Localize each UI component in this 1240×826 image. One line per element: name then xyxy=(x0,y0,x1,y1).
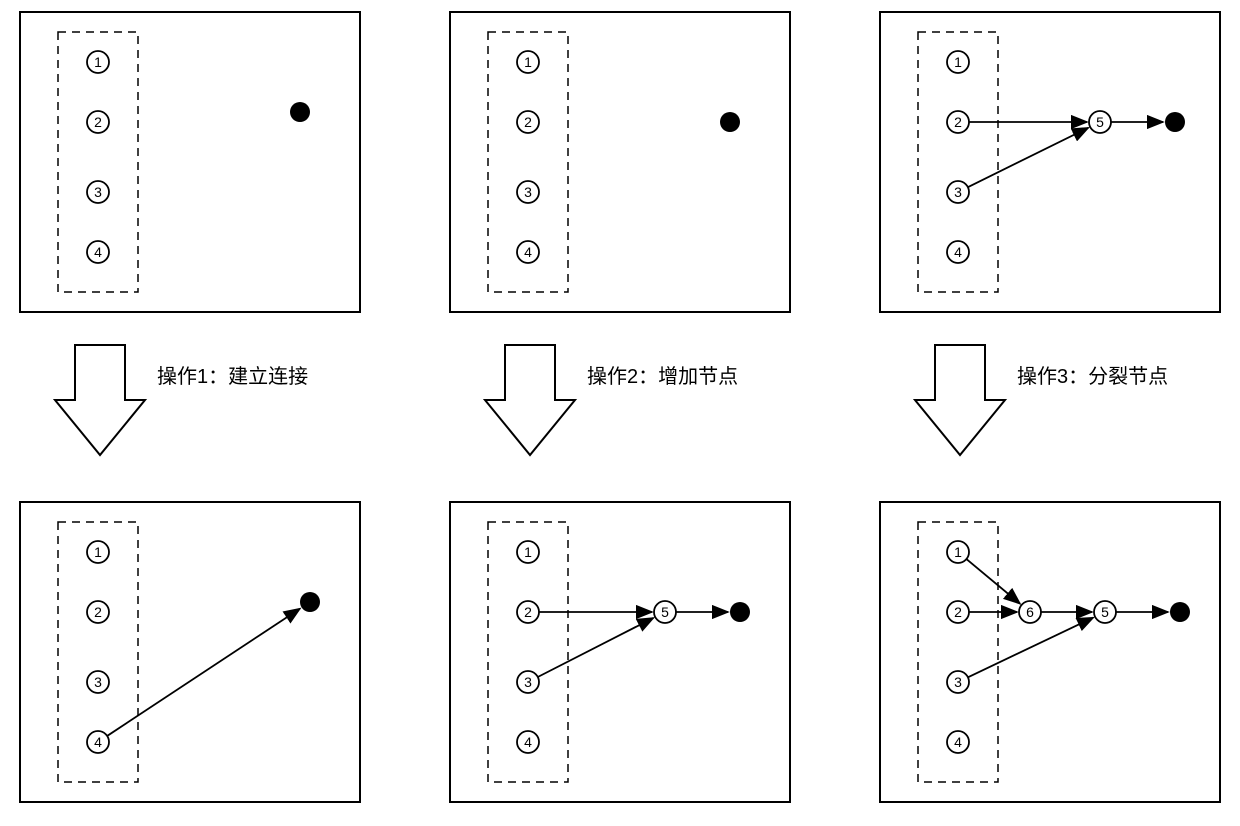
node-label: 3 xyxy=(954,184,962,200)
down-arrow-icon xyxy=(55,345,145,455)
node-label: 4 xyxy=(524,734,532,750)
node-label: 3 xyxy=(524,674,532,690)
down-arrow-icon xyxy=(915,345,1005,455)
output-node xyxy=(300,592,320,612)
node-label: 1 xyxy=(954,544,962,560)
node-label: 2 xyxy=(524,114,532,130)
operation-label: 操作2：增加节点 xyxy=(587,365,738,388)
panel-border xyxy=(880,12,1220,312)
output-node xyxy=(1165,112,1185,132)
node-label: 1 xyxy=(524,54,532,70)
output-node xyxy=(1170,602,1190,622)
panel-p02: 1 2 3 4 5 xyxy=(880,12,1220,312)
operation-label: 操作3：分裂节点 xyxy=(1017,365,1168,388)
node-label: 2 xyxy=(94,604,102,620)
node-label: 1 xyxy=(954,54,962,70)
node-label: 5 xyxy=(661,604,669,620)
node-label: 6 xyxy=(1026,604,1034,620)
edge xyxy=(968,128,1088,187)
node-label: 5 xyxy=(1096,114,1104,130)
node-label: 1 xyxy=(94,544,102,560)
edge xyxy=(107,609,300,736)
output-node xyxy=(290,102,310,122)
node-label: 1 xyxy=(524,544,532,560)
node-label: 3 xyxy=(94,674,102,690)
panel-p12: 1 2 3 4 6 5 xyxy=(880,502,1220,802)
operation-arrow: 操作1：建立连接 xyxy=(55,345,308,455)
node-label: 5 xyxy=(1101,604,1109,620)
edge xyxy=(538,618,654,677)
down-arrow-icon xyxy=(485,345,575,455)
panel-p11: 1 2 3 4 5 xyxy=(450,502,790,802)
node-label: 4 xyxy=(954,244,962,260)
node-label: 4 xyxy=(524,244,532,260)
node-label: 4 xyxy=(94,244,102,260)
edge xyxy=(966,559,1020,604)
panel-border xyxy=(20,12,360,312)
operation-arrow: 操作2：增加节点 xyxy=(485,345,738,455)
panel-border xyxy=(450,502,790,802)
node-label: 1 xyxy=(94,54,102,70)
operation-label: 操作1：建立连接 xyxy=(157,365,308,388)
panel-p10: 1 2 3 4 xyxy=(20,502,360,802)
node-label: 4 xyxy=(954,734,962,750)
panel-border xyxy=(880,502,1220,802)
diagram-canvas: 1 2 3 4 1 2 3 4 1 2 3 4 5 操作1：建立连接 操作2：增加节点 操作3：分裂节点 1 2 3… xyxy=(0,0,1240,826)
node-label: 2 xyxy=(524,604,532,620)
node-label: 2 xyxy=(94,114,102,130)
edge xyxy=(968,618,1093,678)
node-label: 2 xyxy=(954,114,962,130)
node-label: 2 xyxy=(954,604,962,620)
node-label: 4 xyxy=(94,734,102,750)
node-label: 3 xyxy=(524,184,532,200)
output-node xyxy=(720,112,740,132)
panel-border xyxy=(20,502,360,802)
node-label: 3 xyxy=(954,674,962,690)
panel-p00: 1 2 3 4 xyxy=(20,12,360,312)
output-node xyxy=(730,602,750,622)
panel-p01: 1 2 3 4 xyxy=(450,12,790,312)
panel-border xyxy=(450,12,790,312)
operation-arrow: 操作3：分裂节点 xyxy=(915,345,1168,455)
node-label: 3 xyxy=(94,184,102,200)
